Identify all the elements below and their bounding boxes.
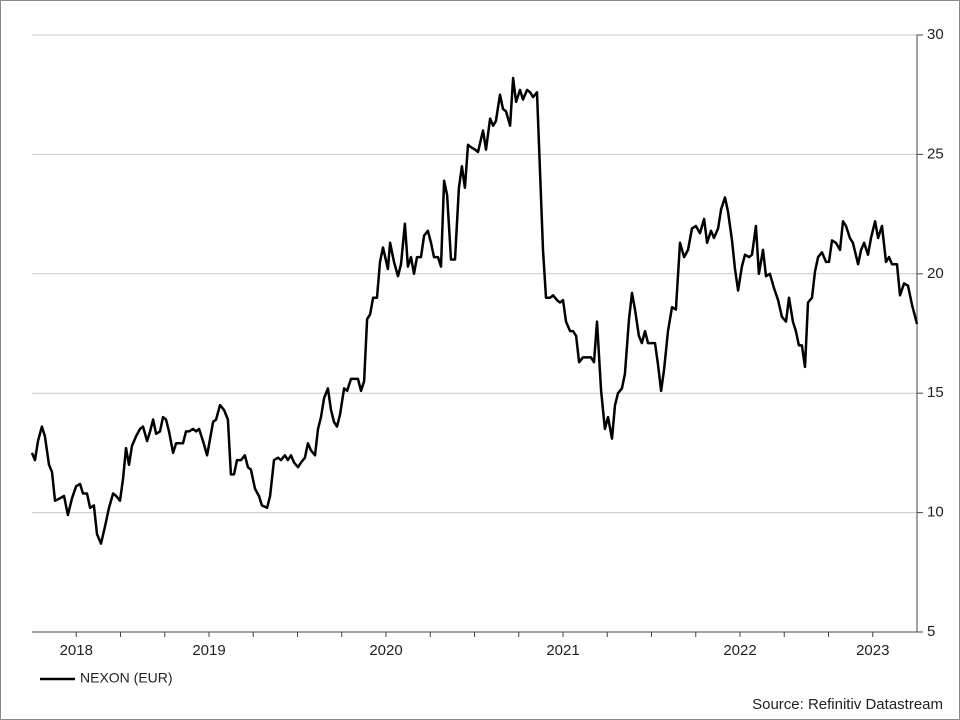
source-note: Source: Refinitiv Datastream [752, 696, 943, 713]
x-tick-label: 2019 [192, 642, 225, 659]
y-tick-label: 15 [927, 384, 944, 401]
y-tick-label: 30 [927, 26, 944, 43]
legend-label: NEXON (EUR) [80, 670, 173, 686]
y-tick-label: 5 [927, 623, 935, 640]
x-tick-label: 2023 [856, 642, 889, 659]
x-tick-label: 2022 [723, 642, 756, 659]
y-tick-label: 25 [927, 145, 944, 162]
x-tick-label: 2021 [546, 642, 579, 659]
y-tick-label: 10 [927, 504, 944, 521]
x-tick-label: 2018 [60, 642, 93, 659]
x-tick-label: 2020 [369, 642, 402, 659]
price-line [30, 76, 919, 545]
y-tick-label: 20 [927, 265, 944, 282]
